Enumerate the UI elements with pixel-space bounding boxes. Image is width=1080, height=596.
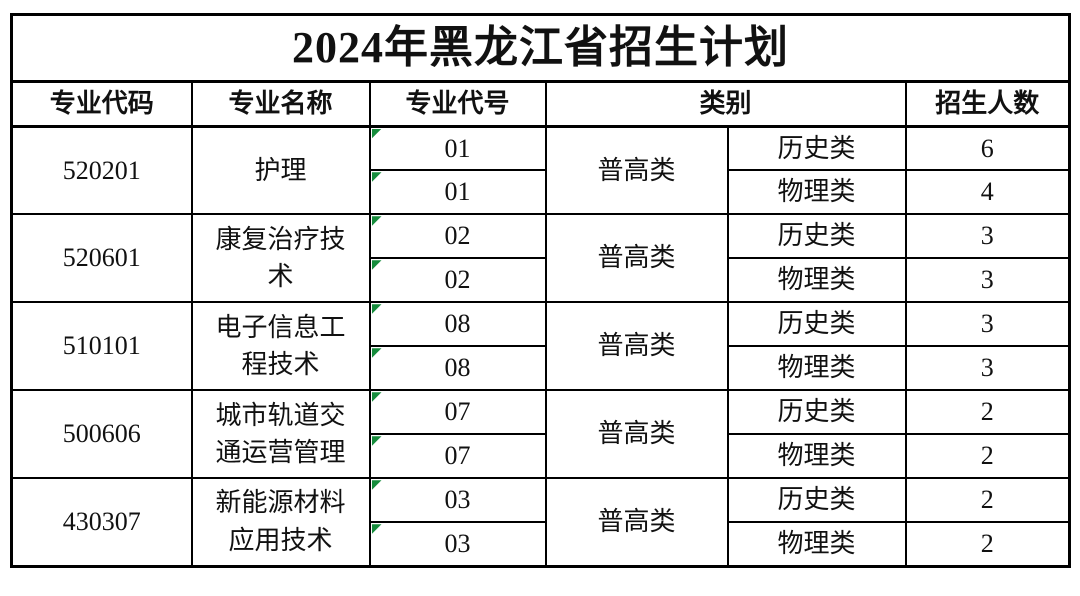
major-number-cell: 01 (368, 125, 547, 172)
major-number-cell: 07 (368, 389, 547, 436)
category-type-cell: 普高类 (544, 301, 729, 392)
header-enrollment-count: 招生人数 (904, 80, 1071, 128)
table-row: 430307 新能源材料应用技术 03 普高类 历史类 2 (10, 477, 1071, 568)
table-row: 520201 护理 01 普高类 历史类 6 (10, 125, 1071, 216)
major-number-value: 08 (444, 309, 471, 339)
enrollment-count-cell: 2 (904, 477, 1071, 524)
major-name-cell: 城市轨道交通运营管理 (190, 389, 371, 480)
category-type-cell: 普高类 (544, 125, 729, 216)
major-number-value: 01 (444, 133, 471, 163)
major-number-cell: 03 (368, 477, 547, 524)
category-subject-cell: 历史类 (726, 301, 907, 348)
table-row: 08 物理类 3 (12, 345, 1071, 392)
enrollment-count-cell: 3 (904, 257, 1071, 304)
enrollment-count-cell: 3 (904, 345, 1071, 392)
major-code-cell: 510101 (10, 301, 193, 392)
category-subject-cell: 物理类 (726, 169, 907, 216)
enrollment-count-cell: 3 (904, 213, 1071, 260)
error-indicator-icon (371, 524, 382, 535)
error-indicator-icon (371, 128, 382, 139)
table-row: 01 物理类 4 (12, 169, 1071, 216)
table-title: 2024年黑龙江省招生计划 (10, 13, 1071, 83)
table-row: 510101 电子信息工程技术 08 普高类 历史类 3 (10, 301, 1071, 392)
major-number-cell: 07 (368, 433, 547, 480)
major-number-value: 07 (444, 397, 471, 427)
category-type-cell: 普高类 (544, 389, 729, 480)
category-type-cell: 普高类 (544, 213, 729, 304)
enrollment-count-cell: 2 (904, 521, 1071, 568)
error-indicator-icon (371, 348, 382, 359)
enrollment-count-cell: 2 (904, 389, 1071, 436)
major-code-cell: 430307 (10, 477, 193, 568)
table-row: 520601 康复治疗技术 02 普高类 历史类 3 (10, 213, 1071, 304)
error-indicator-icon (371, 392, 382, 403)
major-number-cell: 01 (368, 169, 547, 216)
major-code-cell: 520601 (10, 213, 193, 304)
category-subject-cell: 历史类 (726, 389, 907, 436)
major-number-value: 03 (444, 485, 471, 515)
enrollment-count-cell: 2 (904, 433, 1071, 480)
category-subject-cell: 物理类 (726, 521, 907, 568)
major-number-value: 08 (444, 353, 471, 383)
major-code-cell: 520201 (10, 125, 193, 216)
error-indicator-icon (371, 260, 382, 271)
major-code-cell: 500606 (10, 389, 193, 480)
error-indicator-icon (371, 480, 382, 491)
enrollment-count-cell: 4 (904, 169, 1071, 216)
error-indicator-icon (371, 216, 382, 227)
enrollment-count-cell: 3 (904, 301, 1071, 348)
major-number-cell: 08 (368, 301, 547, 348)
header-major-code: 专业代码 (10, 80, 193, 128)
category-subject-cell: 物理类 (726, 257, 907, 304)
category-subject-cell: 历史类 (726, 125, 907, 172)
category-subject-cell: 物理类 (726, 345, 907, 392)
table-row: 500606 城市轨道交通运营管理 07 普高类 历史类 2 (10, 389, 1071, 480)
major-number-value: 03 (444, 529, 471, 559)
major-name-cell: 康复治疗技术 (190, 213, 371, 304)
major-number-cell: 03 (368, 521, 547, 568)
category-subject-cell: 历史类 (726, 477, 907, 524)
major-number-value: 02 (444, 265, 471, 295)
major-number-value: 01 (444, 177, 471, 207)
header-category: 类别 (544, 80, 907, 128)
major-number-cell: 02 (368, 257, 547, 304)
category-type-cell: 普高类 (544, 477, 729, 568)
category-subject-cell: 物理类 (726, 433, 907, 480)
major-number-cell: 08 (368, 345, 547, 392)
major-name-cell: 新能源材料应用技术 (190, 477, 371, 568)
major-name-cell: 护理 (190, 125, 371, 216)
major-number-value: 02 (444, 221, 471, 251)
major-number-value: 07 (444, 441, 471, 471)
error-indicator-icon (371, 436, 382, 447)
error-indicator-icon (371, 304, 382, 315)
header-major-name: 专业名称 (190, 80, 371, 128)
error-indicator-icon (371, 172, 382, 183)
category-subject-cell: 历史类 (726, 213, 907, 260)
major-name-cell: 电子信息工程技术 (190, 301, 371, 392)
table-row: 02 物理类 3 (12, 257, 1071, 304)
enrollment-count-cell: 6 (904, 125, 1071, 172)
header-row: 专业代码 专业名称 专业代号 类别 招生人数 (10, 80, 1071, 128)
major-number-cell: 02 (368, 213, 547, 260)
header-major-number: 专业代号 (368, 80, 547, 128)
table-row: 03 物理类 2 (12, 521, 1071, 568)
table-row: 07 物理类 2 (12, 433, 1071, 480)
title-row: 2024年黑龙江省招生计划 (10, 13, 1071, 83)
enrollment-plan-table: 2024年黑龙江省招生计划 专业代码 专业名称 专业代号 类别 招生人数 520… (10, 13, 1072, 568)
